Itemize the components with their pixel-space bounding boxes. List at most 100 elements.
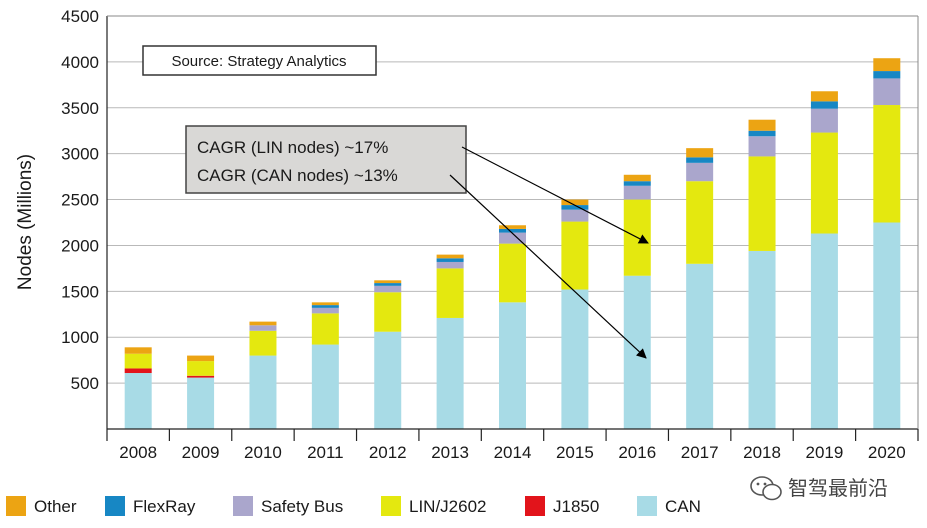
bar-segment-other: [686, 148, 714, 158]
bar-segment-can: [187, 377, 215, 429]
legend-label: FlexRay: [133, 497, 196, 516]
y-tick-label: 4000: [61, 53, 99, 72]
x-tick-label: 2016: [618, 443, 656, 462]
bar-segment-flexray: [873, 71, 901, 79]
legend-swatch: [637, 496, 657, 516]
legend-item: Safety Bus: [233, 496, 343, 516]
legend-swatch: [525, 496, 545, 516]
bar-segment-other: [436, 254, 464, 259]
y-tick-label: 2000: [61, 236, 99, 255]
source-box: Source: Strategy Analytics: [142, 45, 377, 76]
bar-segment-can: [623, 275, 651, 429]
y-tick-label: 4500: [61, 7, 99, 26]
bar-segment-can: [311, 344, 339, 429]
bar-segment-flexray: [810, 101, 838, 109]
x-tick-labels: 2008 2009 2010 2011 2012 2013 2014 2015 2016 2017…: [119, 443, 905, 462]
x-tick-label: 2013: [431, 443, 469, 462]
bar-segment-other: [810, 91, 838, 102]
y-tick-label: 500: [71, 374, 99, 393]
watermark-text: 智驾最前沿: [788, 476, 888, 500]
bar-segment-safety-bus: [499, 232, 526, 244]
x-tick-label: 2010: [244, 443, 282, 462]
bar-segment-can: [374, 331, 402, 429]
x-tick-label: 2015: [556, 443, 594, 462]
legend-label: J1850: [553, 497, 599, 516]
y-axis-title: Nodes (Millions): [15, 154, 36, 290]
source-label: Source: Strategy Analytics: [171, 53, 346, 70]
x-tick-label: 2017: [681, 443, 719, 462]
y-tick-label: 1000: [61, 328, 99, 347]
wechat-icon: [750, 476, 782, 501]
bar-segment-safety-bus: [810, 108, 838, 133]
legend-label: LIN/J2602: [409, 497, 487, 516]
bar-segment-other: [124, 347, 152, 354]
legend-item: CAN: [637, 496, 701, 516]
bar-segment-can: [810, 233, 838, 429]
bar-segment-lin-j2602: [249, 330, 277, 356]
legend-item: J1850: [525, 496, 599, 516]
cagr-lin-arrow: [461, 146, 649, 244]
bar-segment-lin-j2602: [810, 132, 838, 234]
bar-segment-j1850: [187, 375, 215, 378]
x-tick-label: 2020: [868, 443, 906, 462]
bar-segment-other: [561, 199, 589, 206]
bar-segment-other: [374, 280, 402, 284]
bar-segment-lin-j2602: [436, 268, 464, 318]
watermark: 智驾最前沿: [750, 476, 888, 501]
bar-segment-can: [499, 302, 526, 429]
x-tick-label: 2009: [182, 443, 220, 462]
bar-segment-other: [748, 119, 776, 131]
bar-segment-flexray: [561, 205, 589, 210]
bar-segment-flexray: [436, 258, 464, 262]
x-tick-label: 2014: [494, 443, 532, 462]
legend-swatch: [105, 496, 125, 516]
bar-segment-lin-j2602: [124, 353, 152, 369]
bar-segment-safety-bus: [686, 162, 714, 182]
bar-segment-safety-bus: [374, 285, 402, 293]
bar-segment-can: [436, 317, 464, 429]
bar-segment-safety-bus: [561, 209, 589, 222]
bar-segment-lin-j2602: [187, 361, 215, 376]
bar-segment-lin-j2602: [561, 221, 589, 290]
bar-segment-safety-bus: [249, 325, 277, 331]
legend-item: Other: [6, 496, 77, 516]
legend-label: Safety Bus: [261, 497, 343, 516]
bars: [124, 58, 901, 429]
bar-segment-other: [499, 225, 526, 229]
bar-segment-lin-j2602: [686, 181, 714, 264]
bar-segment-lin-j2602: [499, 243, 526, 303]
bar-segment-can: [124, 373, 152, 429]
bar-segment-can: [249, 355, 277, 429]
bar-segment-other: [873, 58, 901, 72]
bar-segment-other: [623, 174, 651, 182]
bar-segment-other: [187, 355, 215, 362]
bar-segment-flexray: [686, 157, 714, 163]
y-tick-label: 2500: [61, 191, 99, 210]
bar-segment-safety-bus: [623, 185, 651, 200]
bar-segment-flexray: [499, 228, 526, 233]
bar-segment-can: [686, 263, 714, 429]
legend-label: CAN: [665, 497, 701, 516]
bar-segment-can: [561, 289, 589, 429]
bar-segment-other: [311, 302, 339, 306]
legend-swatch: [381, 496, 401, 516]
bar-segment-flexray: [748, 130, 776, 137]
bar-segment-other: [249, 321, 277, 326]
cagr-lin-label: CAGR (LIN nodes) ~17%: [197, 138, 388, 157]
legend-item: LIN/J2602: [381, 496, 487, 516]
bar-segment-safety-bus: [748, 136, 776, 157]
y-tick-label: 1500: [61, 282, 99, 301]
axes: [106, 15, 919, 441]
cagr-can-arrow: [449, 174, 647, 359]
legend-label: Other: [34, 497, 77, 516]
bar-segment-flexray: [374, 283, 402, 286]
bar-segment-can: [873, 222, 901, 429]
cagr-can-label: CAGR (CAN nodes) ~13%: [197, 166, 398, 185]
bar-segment-lin-j2602: [748, 156, 776, 251]
bar-segment-lin-j2602: [873, 105, 901, 223]
y-tick-labels: 500 1000 1500 2000 2500 3000 3500 4000 4500: [61, 7, 99, 393]
bar-segment-safety-bus: [436, 261, 464, 269]
cagr-box: CAGR (LIN nodes) ~17% CAGR (CAN nodes) ~…: [185, 125, 467, 194]
legend-swatch: [233, 496, 253, 516]
